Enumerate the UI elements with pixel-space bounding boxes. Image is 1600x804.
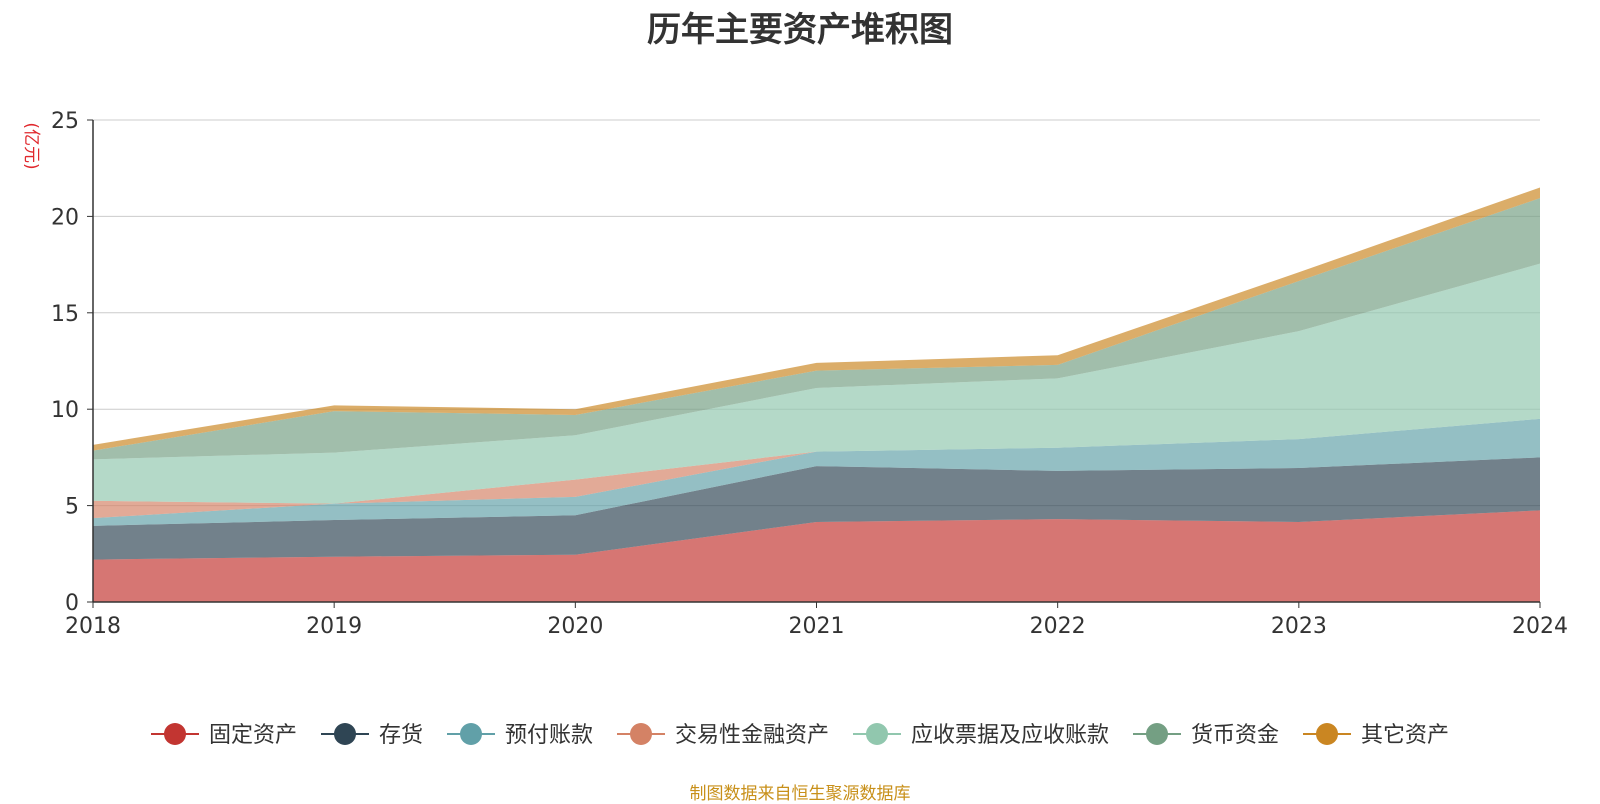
x-tick-label: 2020 (547, 614, 603, 639)
area-固定资产 (93, 510, 1540, 602)
legend-label: 固定资产 (209, 723, 297, 748)
legend-label: 应收票据及应收账款 (911, 723, 1109, 748)
y-tick-label: 10 (51, 398, 79, 423)
area-应收票据及应收账款 (93, 263, 1540, 504)
legend-marker (1316, 723, 1338, 745)
area-存货 (93, 457, 1540, 560)
legend-marker (630, 723, 652, 745)
area-货币资金 (93, 198, 1540, 460)
legend-label: 存货 (379, 723, 423, 748)
area-交易性金融资产 (93, 418, 1540, 519)
x-tick-label: 2022 (1030, 614, 1086, 639)
area-预付账款 (93, 418, 1540, 526)
x-tick-label: 2024 (1512, 614, 1568, 639)
x-tick-label: 2021 (789, 614, 845, 639)
y-tick-label: 5 (65, 495, 79, 520)
legend-label: 预付账款 (505, 723, 593, 748)
y-tick-label: 25 (51, 109, 79, 134)
chart-title: 历年主要资产堆积图 (647, 10, 953, 50)
source-note: 制图数据来自恒生聚源数据库 (689, 784, 911, 804)
legend-label: 其它资产 (1361, 723, 1449, 748)
legend-label: 货币资金 (1191, 723, 1279, 748)
legend-marker (460, 723, 482, 745)
x-tick-label: 2019 (306, 614, 362, 639)
legend-marker (164, 723, 186, 745)
y-tick-label: 20 (51, 205, 79, 230)
legend-marker (1146, 723, 1168, 745)
legend-marker (334, 723, 356, 745)
legend-label: 交易性金融资产 (675, 723, 829, 748)
area-其它资产 (93, 187, 1540, 451)
legend-marker (866, 723, 888, 745)
y-tick-label: 15 (51, 302, 79, 327)
y-tick-label: 0 (65, 591, 79, 616)
x-tick-label: 2023 (1271, 614, 1327, 639)
y-axis-unit-label: (亿元) (21, 122, 41, 169)
x-tick-label: 2018 (65, 614, 121, 639)
